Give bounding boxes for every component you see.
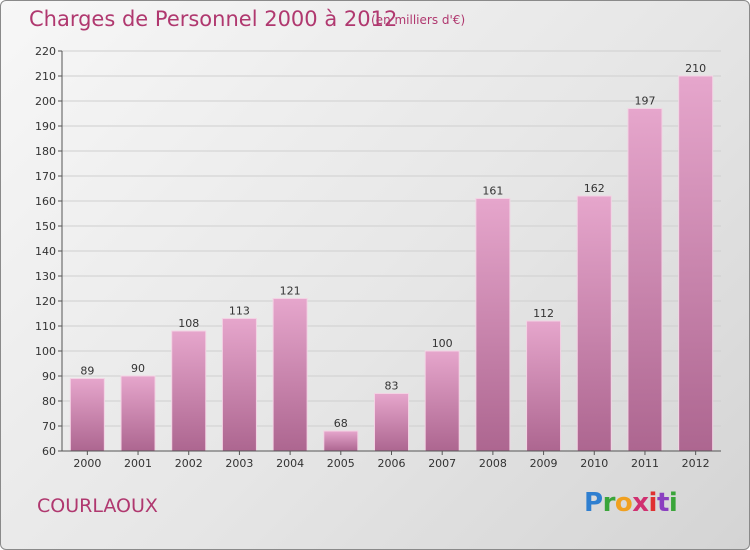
value-label: 121: [280, 285, 301, 298]
value-label: 162: [584, 182, 605, 195]
bars: [69, 75, 714, 452]
x-tick-label: 2002: [175, 457, 203, 470]
bar: [526, 320, 562, 452]
value-label: 68: [334, 417, 348, 430]
bar: [120, 375, 156, 452]
bar: [323, 430, 359, 452]
logo-letter: P: [584, 488, 603, 518]
commune-name: COURLAOUX: [37, 495, 158, 517]
y-tick-label: 200: [35, 95, 56, 108]
x-tick-label: 2005: [327, 457, 355, 470]
x-tick-label: 2001: [124, 457, 152, 470]
logo-letter: i: [668, 488, 678, 518]
y-tick-label: 190: [35, 120, 56, 133]
chart-title: Charges de Personnel 2000 à 2012: [29, 7, 398, 31]
bar: [475, 198, 511, 452]
y-tick-label: 210: [35, 70, 56, 83]
y-tick-label: 140: [35, 245, 56, 258]
bar: [69, 378, 105, 452]
bar: [272, 298, 308, 452]
value-label: 100: [432, 337, 453, 350]
y-tick-label: 160: [35, 195, 56, 208]
bar: [374, 393, 409, 452]
logo-letter: t: [656, 488, 669, 518]
value-label: 90: [131, 362, 145, 375]
value-label: 197: [634, 95, 655, 108]
x-tick-label: 2000: [73, 457, 101, 470]
value-label: 83: [385, 380, 399, 393]
logo-letter: x: [632, 488, 649, 518]
y-tick-label: 120: [35, 295, 56, 308]
x-tick-label: 2012: [682, 457, 710, 470]
x-tick-label: 2009: [530, 457, 558, 470]
value-label: 112: [533, 307, 554, 320]
y-tick-label: 180: [35, 145, 56, 158]
y-tick-label: 70: [42, 420, 56, 433]
y-tick-label: 220: [35, 45, 56, 58]
bar: [171, 330, 207, 452]
x-tick-label: 2004: [276, 457, 304, 470]
x-tick-label: 2011: [631, 457, 659, 470]
x-tick-label: 2006: [378, 457, 406, 470]
bar: [678, 75, 714, 452]
logo-letter: i: [648, 488, 658, 518]
y-tick-label: 90: [42, 370, 56, 383]
y-tick-label: 170: [35, 170, 56, 183]
proxiti-logo: Proxiti: [584, 488, 678, 518]
y-tick-label: 110: [35, 320, 56, 333]
x-tick-label: 2010: [580, 457, 608, 470]
y-tick-label: 150: [35, 220, 56, 233]
bar: [627, 108, 663, 452]
y-tick-label: 130: [35, 270, 56, 283]
bar: [221, 318, 257, 452]
y-tick-label: 100: [35, 345, 56, 358]
y-tick-label: 80: [42, 395, 56, 408]
x-tick-label: 2008: [479, 457, 507, 470]
value-labels: 89 90 108 113 121 68 83 100 161 112 162 197 210: [80, 62, 706, 430]
value-label: 161: [482, 185, 503, 198]
value-label: 210: [685, 62, 706, 75]
bar: [424, 350, 460, 452]
chart-subtitle: (en milliers d'€): [371, 13, 466, 27]
logo-letter: o: [614, 488, 633, 518]
logo-letter: r: [602, 488, 616, 518]
value-label: 113: [229, 305, 250, 318]
bar: [576, 195, 612, 452]
y-tick-label: 60: [42, 445, 56, 458]
value-label: 89: [80, 365, 94, 378]
x-axis-ticks: 2000 2001 2002 2003 2004 2005 2006 2007 2008 2009…: [73, 451, 710, 470]
x-tick-label: 2007: [428, 457, 456, 470]
x-tick-label: 2003: [225, 457, 253, 470]
value-label: 108: [178, 317, 199, 330]
y-axis-ticks: 60 70 80 90 100 110 120 130 140 150 160 170 180 190 20…: [35, 45, 62, 458]
